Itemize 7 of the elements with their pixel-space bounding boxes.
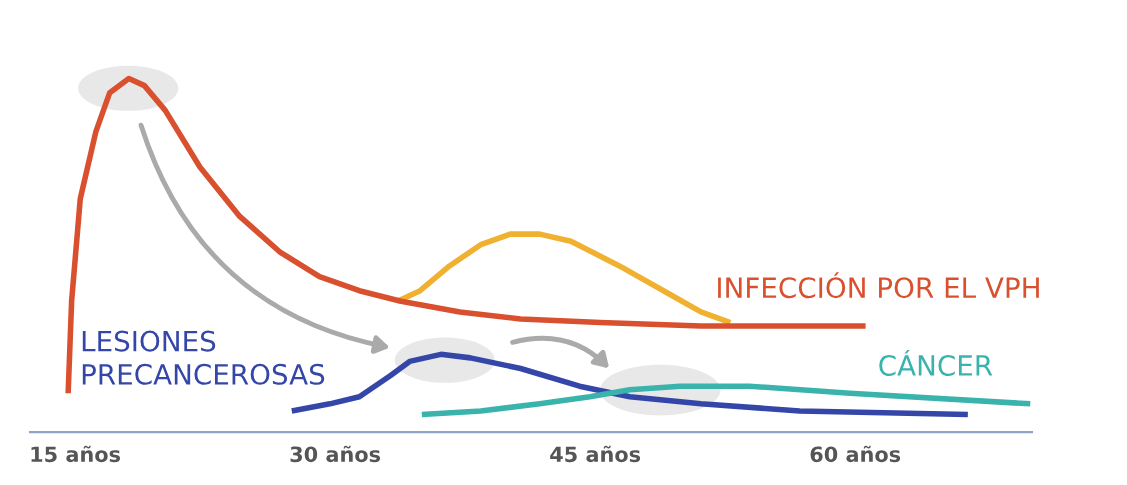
series-label: CÁNCER bbox=[879, 349, 993, 377]
series-label: INFECCIÓN POR EL VPH bbox=[718, 272, 1039, 299]
x-tick-label: 30 años bbox=[290, 445, 381, 463]
x-tick-label: 15 años bbox=[31, 445, 121, 463]
x-tick-label: 45 años bbox=[550, 445, 641, 463]
x-tick-label: 60 años bbox=[810, 445, 901, 463]
series-label: LESIONES PRECANCEROSAS bbox=[82, 330, 325, 385]
